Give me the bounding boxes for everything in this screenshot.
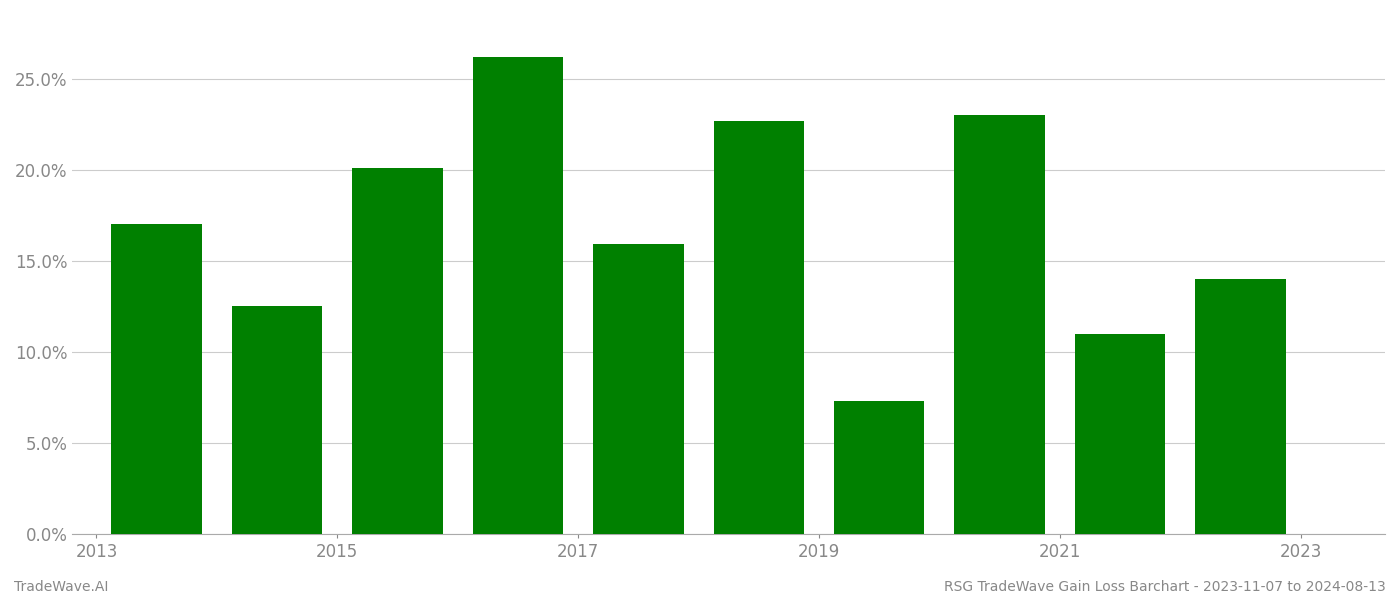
Bar: [594, 244, 683, 534]
Bar: [112, 224, 202, 534]
Bar: [1075, 334, 1165, 534]
Bar: [834, 401, 924, 534]
Bar: [1196, 279, 1285, 534]
Bar: [353, 168, 442, 534]
Text: RSG TradeWave Gain Loss Barchart - 2023-11-07 to 2024-08-13: RSG TradeWave Gain Loss Barchart - 2023-…: [944, 580, 1386, 594]
Bar: [955, 115, 1044, 534]
Bar: [232, 307, 322, 534]
Bar: [714, 121, 804, 534]
Text: TradeWave.AI: TradeWave.AI: [14, 580, 108, 594]
Bar: [473, 57, 563, 534]
